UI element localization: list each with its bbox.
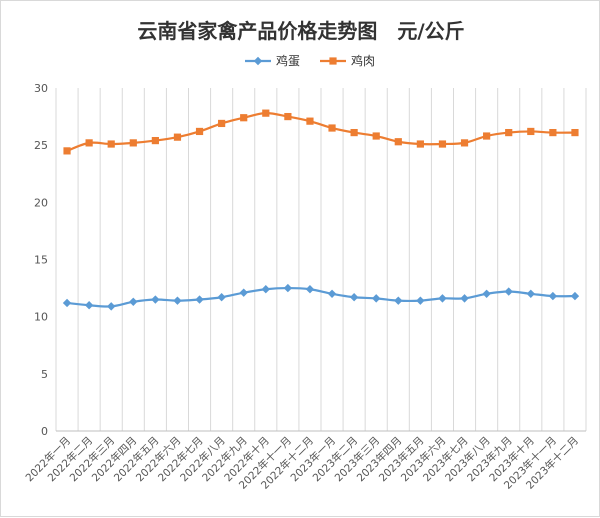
data-point <box>571 128 579 137</box>
data-point <box>416 140 424 148</box>
data-point <box>438 294 447 303</box>
y-tick-label: 15 <box>34 254 48 267</box>
data-point <box>349 293 359 302</box>
y-tick-label: 5 <box>41 368 48 381</box>
data-point <box>283 283 293 293</box>
data-point <box>173 133 182 141</box>
data-point <box>394 138 402 146</box>
series-2 <box>63 109 579 155</box>
legend-label: 鸡肉 <box>351 53 375 68</box>
y-tick-label: 20 <box>34 196 48 209</box>
chart-title: 云南省家禽产品价格走势图 元/公斤 <box>137 19 464 43</box>
data-point <box>350 128 358 137</box>
data-point <box>262 109 270 117</box>
data-point <box>305 285 315 294</box>
data-point <box>85 139 93 147</box>
data-point <box>394 296 403 305</box>
data-point <box>195 295 204 304</box>
legend: 鸡蛋 鸡肉 <box>245 53 375 68</box>
y-tick-label: 30 <box>34 82 48 95</box>
legend-marker <box>253 56 263 66</box>
data-point <box>173 296 182 305</box>
legend-label: 鸡蛋 <box>276 53 300 68</box>
gridlines <box>55 88 587 431</box>
data-point <box>548 291 558 301</box>
data-point <box>570 291 580 301</box>
data-point <box>151 136 159 145</box>
data-point <box>505 128 513 137</box>
data-point <box>460 139 469 147</box>
data-point <box>526 289 535 298</box>
legend-marker <box>329 57 337 65</box>
series-layer <box>62 109 580 311</box>
data-point <box>549 128 557 137</box>
data-point <box>129 139 137 147</box>
data-point <box>482 289 491 298</box>
data-point <box>239 288 248 297</box>
data-point <box>261 285 270 294</box>
data-point <box>438 140 447 148</box>
data-point <box>84 301 94 310</box>
legend-item: 鸡蛋 <box>245 53 300 68</box>
data-point <box>306 117 314 125</box>
data-point <box>483 132 491 140</box>
data-point <box>217 293 226 302</box>
data-point <box>62 298 72 308</box>
data-point <box>151 295 160 304</box>
data-point <box>327 289 337 298</box>
y-tick-label: 10 <box>34 311 48 324</box>
data-point <box>218 119 226 128</box>
y-tick-label: 0 <box>41 425 48 438</box>
data-point <box>504 287 513 296</box>
legend-item: 鸡肉 <box>320 53 375 68</box>
data-point <box>328 124 336 132</box>
data-point <box>107 302 116 311</box>
data-point <box>129 297 138 307</box>
data-point <box>284 112 292 121</box>
series-1 <box>62 283 580 311</box>
data-point <box>372 132 380 140</box>
data-point <box>240 114 248 122</box>
y-tick-label: 25 <box>34 139 48 152</box>
data-point <box>195 127 204 136</box>
data-point <box>372 294 381 303</box>
data-point <box>460 294 469 303</box>
data-point <box>107 140 115 148</box>
axes: 0510152025302022年一月2022年二月2022年三月2022年四月… <box>23 82 586 492</box>
data-point <box>527 127 535 136</box>
data-point <box>416 296 425 305</box>
data-point <box>63 147 71 155</box>
